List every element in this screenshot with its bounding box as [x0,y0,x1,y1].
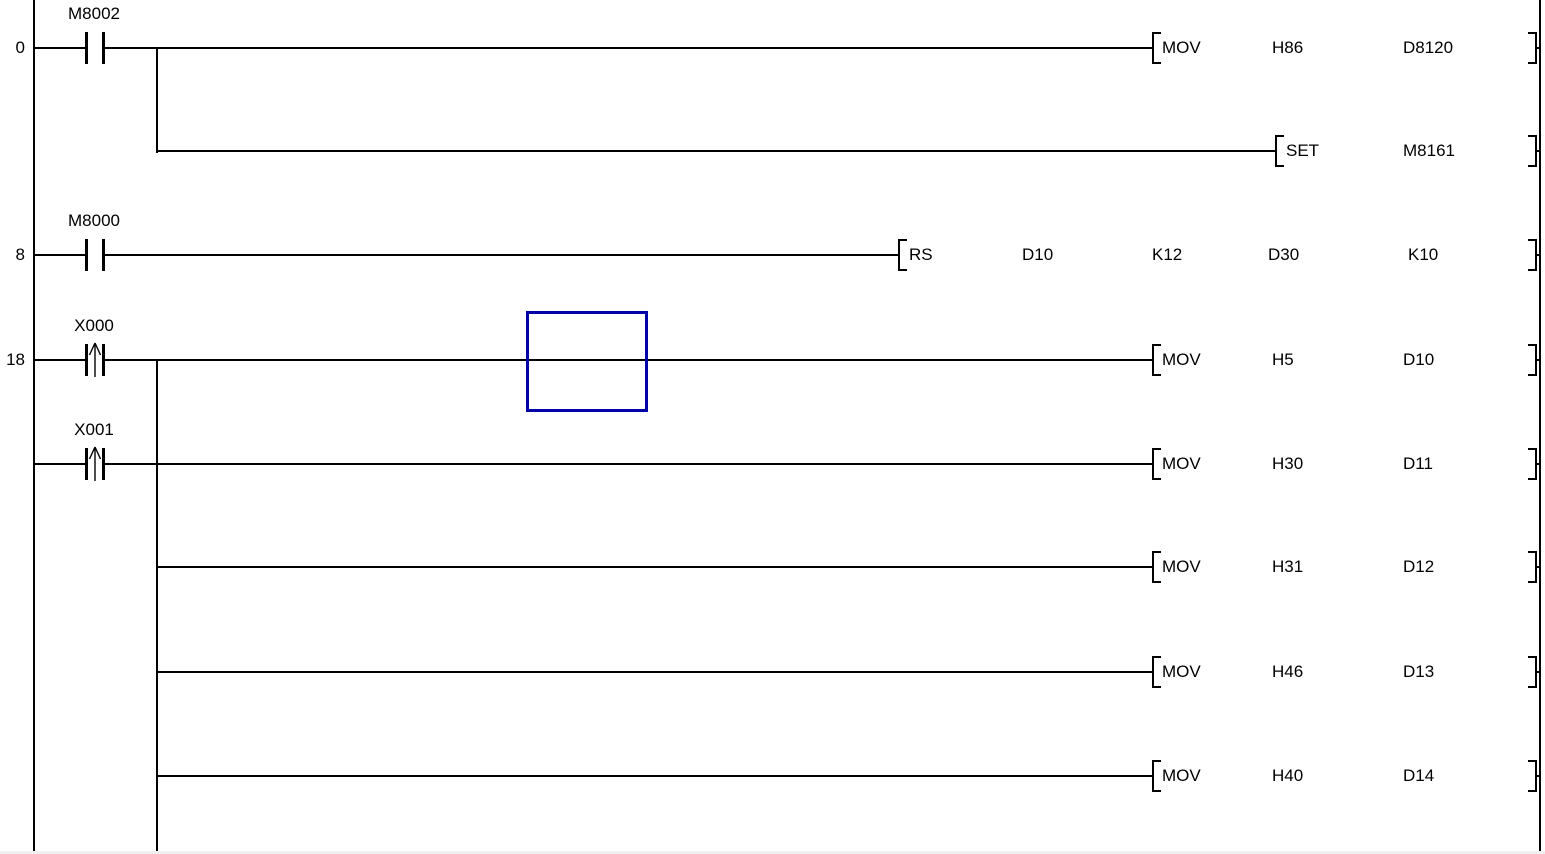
instruction-op: MOV [1162,350,1201,369]
instruction-operand: D13 [1403,662,1435,681]
wire [157,150,1275,152]
instruction-operand: H40 [1272,766,1304,785]
instruction-operand: M8161 [1403,141,1455,160]
contact-bar [102,344,105,376]
instruction-operand: D8120 [1403,38,1454,57]
wire [105,463,1152,465]
contact-bar [102,239,105,271]
wire [33,359,85,361]
instruction-left-bracket [1275,135,1284,167]
instruction-operand: H30 [1272,454,1304,473]
instruction-mov-h40-d14[interactable]: MOV H40 D14 [0,760,1545,792]
instruction-left-bracket [1152,760,1161,792]
instruction-op: MOV [1162,454,1201,473]
rising-edge-arrow-icon [88,446,102,481]
instruction-left-bracket [1152,344,1161,376]
instruction-operand: H86 [1272,38,1304,57]
instruction-operand: H5 [1272,350,1294,369]
wire [33,254,85,256]
instruction-right-bracket [1528,239,1537,271]
instruction-mov-h31-d12[interactable]: MOV H31 D12 [0,551,1545,583]
instruction-operand: D10 [1022,245,1054,264]
wire [1537,775,1540,777]
instruction-left-bracket [1152,551,1161,583]
contact-x000[interactable] [85,342,105,377]
instruction-left-bracket [1152,448,1161,480]
wire [105,359,1152,361]
step-number: 8 [15,245,25,264]
contact-m8002[interactable] [85,32,105,64]
wire [1537,150,1540,152]
instruction-op: MOV [1162,38,1201,57]
wire [1537,47,1540,49]
instruction-mov-h86-d8120[interactable]: MOV H86 D8120 [0,32,1545,64]
instruction-operand: D10 [1403,350,1435,369]
contact-m8000[interactable] [85,239,105,271]
instruction-right-bracket [1528,344,1537,376]
wire [157,671,1152,673]
wire [157,775,1152,777]
instruction-right-bracket [1528,32,1537,64]
device-label: M8002 [68,4,120,23]
instruction-right-bracket [1528,760,1537,792]
instruction-operand: H46 [1272,662,1304,681]
instruction-right-bracket [1528,448,1537,480]
wire [105,254,898,256]
instruction-mov-h46-d13[interactable]: MOV H46 D13 [0,656,1545,688]
instruction-op: SET [1286,141,1320,160]
contact-bar [85,32,88,64]
selection-cursor[interactable] [526,311,648,412]
device-label: X001 [74,420,114,439]
instruction-op: RS [909,245,933,264]
instruction-operand: K10 [1408,245,1439,264]
wire [1537,463,1540,465]
branch-wire [156,359,158,851]
instruction-rs[interactable]: RS D10 K12 D30 K10 [0,239,1545,271]
step-number: 0 [15,38,25,57]
instruction-operand: H31 [1272,557,1304,576]
contact-bar [85,239,88,271]
instruction-right-bracket [1528,551,1537,583]
instruction-operand: K12 [1152,245,1183,264]
instruction-set-m8161[interactable]: SET M8161 [0,135,1545,167]
device-label: X000 [74,316,114,335]
contact-bar [102,32,105,64]
right-power-rail [1539,0,1541,851]
device-label: M8000 [68,211,120,230]
window-bottom-edge [0,851,1545,854]
rising-edge-arrow-icon [88,342,102,377]
instruction-operand: D30 [1268,245,1300,264]
wire [1537,671,1540,673]
instruction-left-bracket [898,239,907,271]
wire [157,566,1152,568]
instruction-mov-h30-d11[interactable]: MOV H30 D11 [0,448,1545,480]
instruction-left-bracket [1152,656,1161,688]
wire [1537,254,1540,256]
wire [1537,359,1540,361]
contact-bar [85,344,88,376]
contact-bar [102,448,105,480]
wire [33,463,85,465]
step-number: 18 [6,350,25,369]
instruction-mov-h5-d10[interactable]: MOV H5 D10 [0,344,1545,376]
contact-x001[interactable] [85,446,105,481]
instruction-op: MOV [1162,557,1201,576]
instruction-operand: D11 [1403,454,1433,473]
left-power-rail [33,0,35,851]
wire [105,47,1152,49]
instruction-left-bracket [1152,32,1161,64]
branch-wire [156,47,158,153]
instruction-right-bracket [1528,656,1537,688]
contact-bar [85,448,88,480]
wire [1537,566,1540,568]
instruction-right-bracket [1528,135,1537,167]
instruction-operand: D14 [1403,766,1435,785]
instruction-op: MOV [1162,662,1201,681]
wire [33,47,85,49]
instruction-operand: D12 [1403,557,1435,576]
instruction-op: MOV [1162,766,1201,785]
